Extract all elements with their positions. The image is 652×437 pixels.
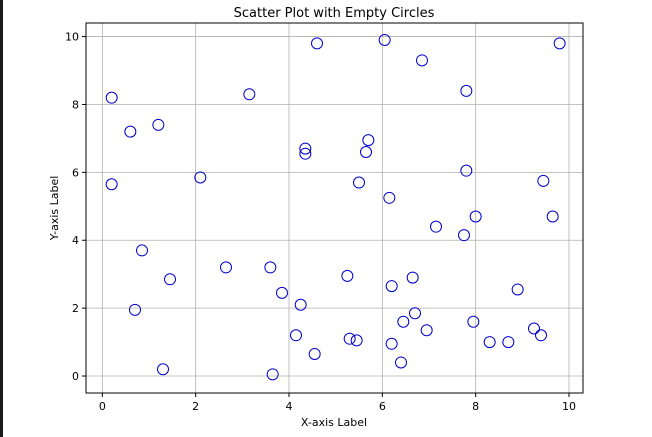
data-point [511,283,524,296]
data-point [483,336,496,349]
data-point [553,37,566,50]
data-point [467,315,480,328]
data-point [360,145,372,158]
data-points [105,33,566,381]
data-point [350,334,363,347]
data-point [353,176,365,189]
data-point [385,280,398,293]
data-point [299,142,312,155]
y-tick-label: 4 [72,234,79,247]
y-axis-label: Y-axis Label [48,176,61,242]
y-tick-label: 2 [72,302,79,315]
data-point [535,329,547,342]
window-edge [0,0,3,437]
data-point [362,134,375,147]
chart-title: Scatter Plot with Empty Circles [234,6,435,21]
data-point [311,37,323,50]
data-point [194,171,207,184]
data-point [383,191,396,204]
data-point [105,178,118,191]
data-point [528,322,540,335]
y-tick-label: 10 [65,31,79,44]
data-point [409,307,421,320]
x-tick-label: 0 [99,400,106,413]
data-point [243,88,256,101]
data-point [294,298,307,311]
data-point [164,273,176,286]
y-tick-label: 6 [72,166,79,179]
x-tick-label: 8 [472,400,479,413]
data-point [276,286,288,299]
x-tick-label: 10 [562,400,576,413]
data-point [220,261,232,274]
data-point [341,269,354,282]
data-point [264,261,277,274]
data-point [416,54,428,67]
data-point [502,336,515,349]
data-point [546,210,559,223]
data-point [406,271,419,284]
grid [86,23,583,393]
data-point [385,337,398,350]
data-point [460,164,473,177]
data-point [395,356,407,369]
data-point [157,363,169,376]
data-point [136,244,148,257]
x-tick-label: 4 [286,400,293,413]
axis-ticks: 0 2 4 6 8 10 0 2 4 6 8 10 [65,31,576,413]
x-tick-label: 6 [379,400,386,413]
x-axis-label: X-axis Label [301,416,367,429]
data-point [378,33,391,46]
data-point [420,324,433,337]
data-point [290,329,302,342]
data-point [105,91,118,104]
data-point [152,118,165,131]
data-point [129,303,141,316]
data-point [266,368,279,381]
data-point [537,174,550,187]
x-tick-label: 2 [192,400,199,413]
data-point [343,332,356,345]
data-point [430,220,442,233]
plot-frame [85,22,584,394]
data-point [469,210,482,223]
data-point [308,347,321,360]
y-tick-label: 0 [72,370,79,383]
data-point [458,229,470,242]
y-tick-label: 8 [72,98,79,111]
data-point [299,147,312,160]
data-point [124,125,137,138]
data-point [397,315,410,328]
data-point [460,84,473,97]
